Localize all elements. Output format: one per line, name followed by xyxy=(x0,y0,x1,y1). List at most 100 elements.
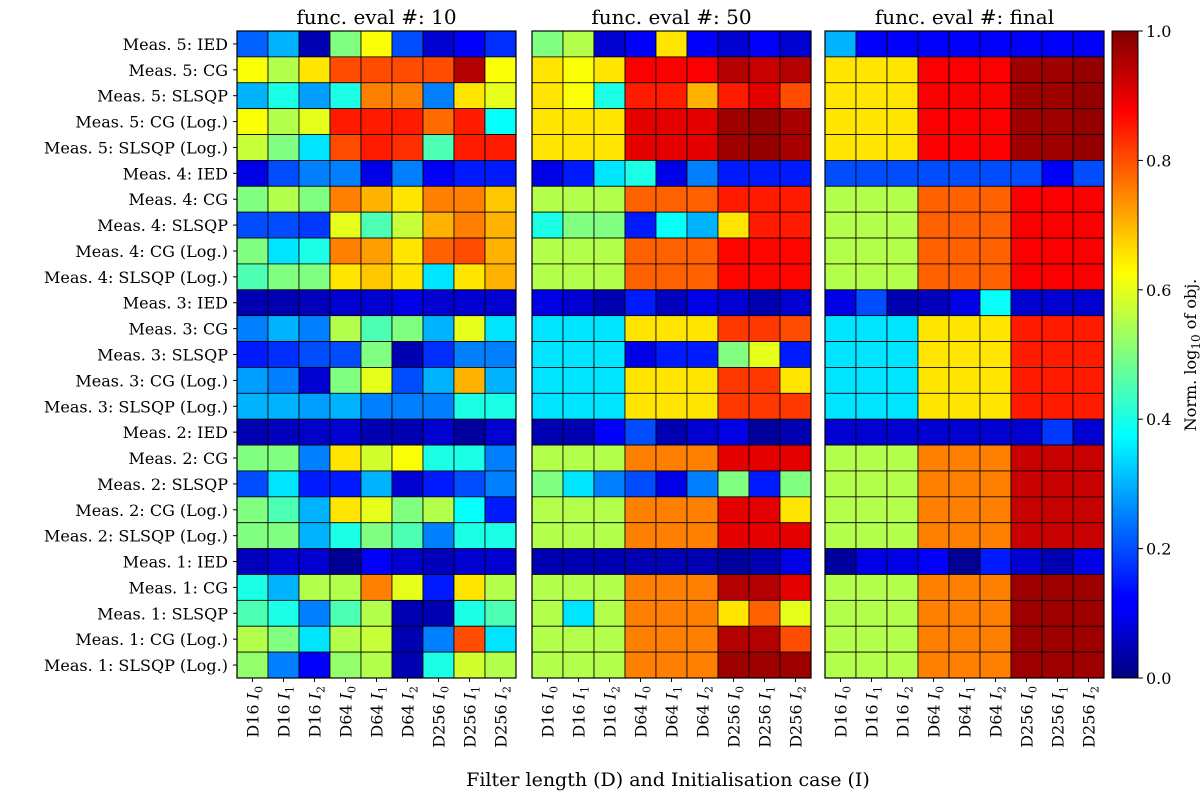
heatmap-cell xyxy=(360,82,393,110)
heatmap-cell xyxy=(562,315,595,342)
heatmap-cell xyxy=(531,134,564,161)
column-label: D16 I0 xyxy=(244,686,266,738)
heatmap-cell xyxy=(824,496,857,524)
heatmap-cell xyxy=(824,574,857,601)
heatmap-cell xyxy=(267,289,300,317)
heatmap-cell xyxy=(948,367,981,394)
heatmap-cell xyxy=(531,289,564,317)
column-label: D64 I0 xyxy=(925,686,947,738)
heatmap-cell xyxy=(593,367,626,394)
heatmap-cell xyxy=(531,625,564,653)
heatmap-cell xyxy=(593,134,626,161)
heatmap-cell xyxy=(824,108,857,135)
heatmap-cell xyxy=(267,651,300,679)
heatmap-cell xyxy=(1041,263,1074,291)
heatmap-cell xyxy=(624,211,657,239)
heatmap-cell xyxy=(886,625,919,653)
heatmap-cell xyxy=(531,30,564,58)
heatmap-cell xyxy=(855,134,888,161)
heatmap-cell xyxy=(948,289,981,317)
heatmap-cell xyxy=(948,599,981,627)
heatmap-cell xyxy=(593,30,626,58)
heatmap-cell xyxy=(655,134,688,161)
heatmap-cell xyxy=(748,134,781,161)
heatmap-cell xyxy=(329,341,362,368)
colorbar-ticks: 0.0 0.2 0.4 0.6 0.8 1.0 xyxy=(1138,22,1171,688)
heatmap-cell xyxy=(655,496,688,524)
heatmap-cell xyxy=(329,522,362,549)
heatmap-cell xyxy=(824,599,857,627)
heatmap-cell xyxy=(298,444,331,472)
heatmap-cell xyxy=(360,392,393,420)
heatmap-cell xyxy=(824,367,857,394)
heatmap-cell xyxy=(484,418,517,446)
heatmap-cell xyxy=(593,289,626,317)
heatmap-cell xyxy=(484,263,517,291)
heatmap-cell xyxy=(886,574,919,601)
heatmap-cell xyxy=(717,82,750,110)
heatmap-cell xyxy=(562,522,595,549)
heatmap-cell xyxy=(484,315,517,342)
heatmap-cell xyxy=(1072,237,1105,265)
heatmap-cell xyxy=(824,444,857,472)
heatmap-cell xyxy=(779,496,812,524)
heatmap-cell xyxy=(717,341,750,368)
heatmap-cell xyxy=(422,237,455,265)
heatmap-cell xyxy=(748,599,781,627)
heatmap-cell xyxy=(686,159,719,187)
heatmap-cell xyxy=(422,263,455,291)
heatmap-cell xyxy=(236,625,269,653)
heatmap-cell xyxy=(267,522,300,549)
heatmap-cell xyxy=(391,134,424,161)
heatmap-cell xyxy=(562,30,595,58)
column-label: D256 I1 xyxy=(1049,686,1071,748)
heatmap-cell xyxy=(484,289,517,317)
column-label: D64 I0 xyxy=(337,686,359,738)
heatmap-cell xyxy=(562,289,595,317)
heatmap-cell xyxy=(979,134,1012,161)
heatmap-cell xyxy=(748,263,781,291)
heatmap-cell xyxy=(484,108,517,135)
heatmap-cell xyxy=(886,548,919,575)
heatmap-cell xyxy=(453,185,486,213)
column-label: D64 I2 xyxy=(694,686,716,738)
heatmap-cell xyxy=(1041,159,1074,187)
heatmap-cell xyxy=(236,134,269,161)
heatmap-cell xyxy=(779,418,812,446)
heatmap-cell xyxy=(360,108,393,135)
heatmap-cell xyxy=(1010,522,1043,549)
heatmap-cell xyxy=(655,444,688,472)
heatmap-cell xyxy=(1041,470,1074,498)
heatmap-cell xyxy=(360,159,393,187)
heatmap-cell xyxy=(329,263,362,291)
column-label: D64 I1 xyxy=(663,686,685,738)
heatmap-cell xyxy=(453,315,486,342)
heatmap-cell xyxy=(717,496,750,524)
column-label: D16 I1 xyxy=(863,686,885,738)
heatmap-cell xyxy=(748,30,781,58)
heatmap-cell xyxy=(917,367,950,394)
heatmap-cell xyxy=(779,134,812,161)
heatmap-cell xyxy=(236,289,269,317)
row-label: Meas. 3: SLSQP xyxy=(97,346,228,365)
heatmap-cell xyxy=(422,599,455,627)
heatmap-cell xyxy=(779,211,812,239)
heatmap-cell xyxy=(686,56,719,84)
heatmap-cell xyxy=(979,56,1012,84)
heatmap-cell xyxy=(391,392,424,420)
heatmap-cell xyxy=(624,418,657,446)
heatmap-cell xyxy=(917,341,950,368)
heatmap-cell xyxy=(655,522,688,549)
heatmap-cell xyxy=(329,159,362,187)
heatmap-cell xyxy=(391,625,424,653)
heatmap-cell xyxy=(267,82,300,110)
heatmap-cell xyxy=(562,651,595,679)
heatmap-cell xyxy=(1041,30,1074,58)
heatmap-cell xyxy=(1072,367,1105,394)
heatmap-cell xyxy=(824,289,857,317)
heatmap-cell xyxy=(717,599,750,627)
heatmap-cell xyxy=(562,496,595,524)
heatmap-cell xyxy=(1041,56,1074,84)
heatmap-cell xyxy=(624,548,657,575)
panel-title: func. eval #: 50 xyxy=(591,5,751,29)
